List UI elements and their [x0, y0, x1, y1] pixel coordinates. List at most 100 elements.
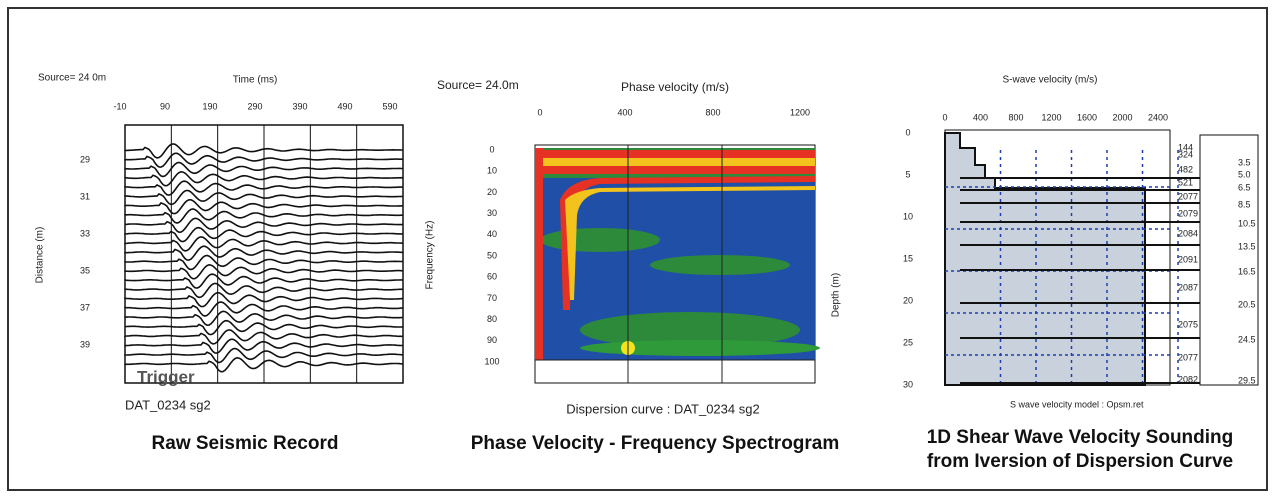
layer-velocity: 2084: [1178, 228, 1198, 238]
y-tick-label: 29: [80, 154, 90, 164]
trace: [124, 180, 404, 196]
y-tick-label: 70: [487, 293, 497, 303]
caption: Phase Velocity - Frequency Spectrogram: [471, 433, 840, 454]
layer-depth: 6.5: [1238, 182, 1251, 192]
x-tick-label: 800: [705, 107, 720, 117]
caption: Raw Seismic Record: [152, 433, 339, 454]
file-label: DAT_0234 sg2: [125, 397, 211, 412]
y-tick-label: 30: [487, 208, 497, 218]
axis-title: Time (ms): [233, 75, 278, 86]
y-tick-label: 10: [903, 211, 913, 221]
trace: [124, 338, 404, 354]
y-tick-label: 50: [487, 250, 497, 260]
layer-velocity: 144: [1178, 142, 1193, 152]
x-tick-label: -10: [113, 101, 126, 111]
right-label: Depth (m): [831, 273, 842, 317]
source-label: Source= 24.0m: [437, 78, 519, 92]
layer-velocity: 2077: [1178, 191, 1198, 201]
layer-depth: 29.5: [1238, 375, 1256, 385]
y-tick-label: 0: [905, 127, 910, 137]
y-tick-label: 20: [903, 295, 913, 305]
trace: [124, 208, 403, 224]
trace: [124, 356, 404, 373]
y-tick-label: 30: [903, 379, 913, 389]
trace: [124, 273, 404, 289]
layer-depth: 24.5: [1238, 334, 1256, 344]
annotation: Trigger: [137, 367, 195, 386]
layer-velocity: 2082: [1178, 374, 1198, 384]
y-tick-label: 33: [80, 228, 90, 238]
layer-velocity: 2077: [1178, 352, 1198, 362]
y-tick-label: 25: [903, 337, 913, 347]
trace: [124, 254, 404, 271]
trace: [124, 310, 404, 327]
model-note: S wave velocity model : Opsm.ret: [1010, 399, 1144, 409]
trace: [124, 319, 404, 336]
trace: [124, 263, 404, 280]
seismic-plot: [124, 124, 404, 384]
x-tick-label: 1200: [1041, 112, 1061, 122]
x-tick-label: 90: [160, 101, 170, 111]
x-tick-label: 590: [382, 101, 397, 111]
layer-depth: 8.5: [1238, 199, 1251, 209]
y-tick-label: 35: [80, 265, 90, 275]
y-label: Frequency (Hz): [425, 221, 436, 290]
layer-depth: 16.5: [1238, 266, 1256, 276]
x-tick-label: 0: [537, 107, 542, 117]
y-tick-label: 31: [80, 191, 90, 201]
trace: [124, 170, 404, 187]
layer-velocity: 324: [1178, 149, 1193, 159]
layer-depth: 13.5: [1238, 241, 1256, 251]
x-tick-label: 190: [202, 101, 217, 111]
x-tick-label: 0: [942, 112, 947, 122]
y-tick-label: 80: [487, 314, 497, 324]
velocity-profile: [944, 129, 1259, 386]
trace: [124, 152, 404, 168]
layer-velocity: 2087: [1178, 282, 1198, 292]
y-tick-label: 0: [489, 144, 494, 154]
spectrogram: [534, 144, 820, 384]
layer-velocity: 482: [1178, 164, 1193, 174]
y-tick-label: 37: [80, 302, 90, 312]
y-tick-label: 15: [903, 253, 913, 263]
x-tick-label: 490: [337, 101, 352, 111]
x-tick-label: 400: [617, 107, 632, 117]
trace: [124, 329, 403, 345]
caption: from Iversion of Dispersion Curve: [927, 451, 1233, 472]
trace: [124, 199, 404, 215]
y-tick-label: 39: [80, 339, 90, 349]
trace: [124, 245, 404, 261]
y-tick-label: 40: [487, 229, 497, 239]
x-tick-label: 2400: [1148, 112, 1168, 122]
trace: [124, 226, 403, 243]
layer-depth: 20.5: [1238, 299, 1256, 309]
axis-title: Phase velocity (m/s): [621, 80, 729, 94]
layer-depth: 10.5: [1238, 218, 1256, 228]
trace: [124, 143, 403, 159]
axis-title: S-wave velocity (m/s): [1002, 75, 1097, 86]
trace: [124, 217, 403, 234]
y-tick-label: 10: [487, 166, 497, 176]
caption: 1D Shear Wave Velocity Sounding: [927, 427, 1234, 448]
trace: [124, 189, 404, 206]
layer-depth: 5.0: [1238, 169, 1251, 179]
y-tick-label: 60: [487, 272, 497, 282]
trace: [124, 292, 404, 308]
trace: [124, 161, 403, 178]
x-tick-label: 2000: [1112, 112, 1132, 122]
layer-velocity: 2079: [1178, 208, 1198, 218]
y-tick-label: 100: [484, 356, 499, 366]
file-label: Dispersion curve : DAT_0234 sg2: [566, 401, 759, 416]
trace: [124, 236, 404, 252]
layer-velocity: 521: [1178, 177, 1193, 187]
x-tick-label: 800: [1008, 112, 1023, 122]
x-tick-label: 400: [973, 112, 988, 122]
source-label: Source= 24 0m: [38, 73, 106, 84]
x-tick-label: 1200: [790, 107, 810, 117]
y-tick-label: 90: [487, 335, 497, 345]
layer-velocity: 2091: [1178, 254, 1198, 264]
x-tick-label: 390: [292, 101, 307, 111]
x-tick-label: 290: [247, 101, 262, 111]
y-tick-label: 5: [905, 169, 910, 179]
